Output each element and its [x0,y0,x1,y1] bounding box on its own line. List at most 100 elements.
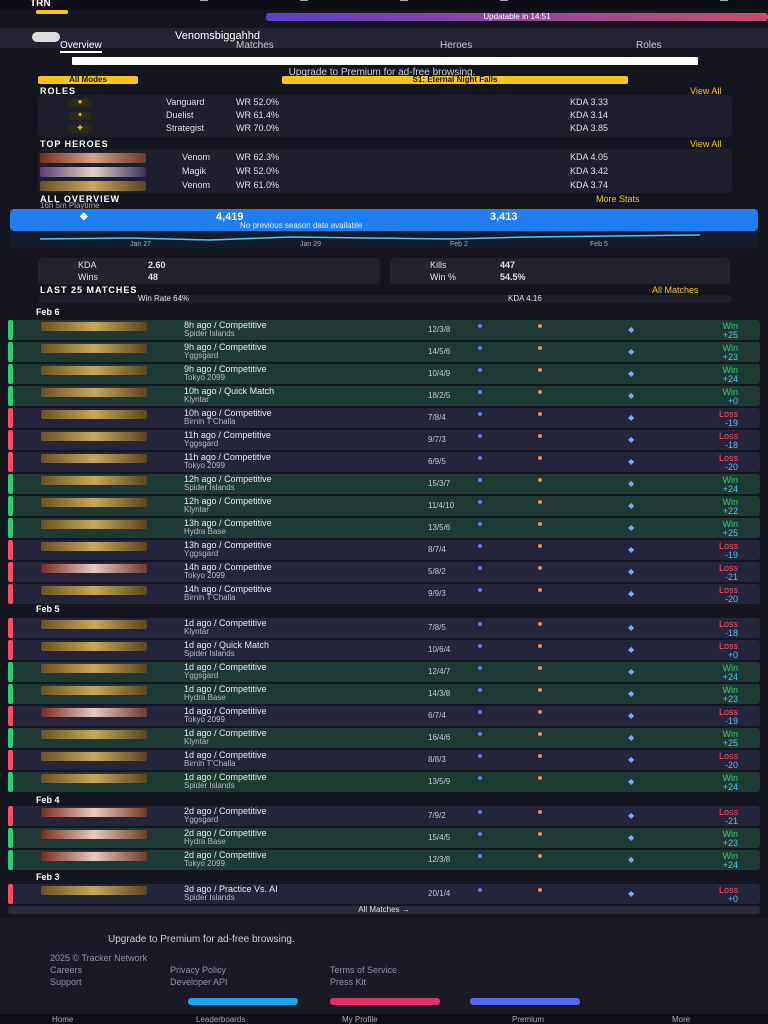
all-matches-link[interactable]: All Matches [652,285,699,295]
more-stats-link[interactable]: More Stats [596,194,640,204]
apps-icon[interactable] [500,0,508,5]
nav-label: More [672,1015,691,1024]
match-map: Birnin T'Challa [184,417,236,426]
match-row[interactable]: 11h ago / Competitive Yggsgard 9/7/3 ◆ Loss -… [8,430,760,450]
account-icon[interactable] [720,0,728,5]
mode-filter[interactable]: All Modes [38,76,138,84]
match-row[interactable]: 1d ago / Competitive Klyntar 7/8/5 ◆ Loss -18 [8,618,760,638]
footer-link[interactable]: Developer API [170,977,228,987]
role-kda: KDA 3.14 [570,110,609,120]
rank-card[interactable]: ◆ 4,419 3,413 No previous season data av… [10,209,758,231]
hero-row[interactable]: Venom WR 62.3% KDA 4.05 [40,152,730,164]
profile-name: Venomsbiggahhd [175,30,261,42]
match-result: Win [722,475,739,485]
hero-portrait [41,542,147,551]
match-result: Win [722,497,739,507]
match-row[interactable]: 1d ago / Competitive Spider Islands 13/5/9… [8,772,760,792]
match-row[interactable]: 1d ago / Competitive Klyntar 16/4/6 ◆ Win +25 [8,728,760,748]
tab-matches[interactable]: Matches [236,40,274,51]
match-row[interactable]: 1d ago / Competitive Birnin T'Challa 8/8/3… [8,750,760,770]
footer-link[interactable]: Terms of Service [330,965,398,975]
footer-link[interactable]: Privacy Policy [170,965,227,975]
match-row[interactable]: 8h ago / Competitive Spider Islands 12/3/8… [8,320,760,340]
instagram-icon[interactable] [330,998,440,1005]
hero-row[interactable]: Venom WR 61.0% KDA 3.74 [40,180,730,192]
match-rank-delta: +24 [722,374,738,384]
match-row[interactable]: 1d ago / Competitive Yggsgard 12/4/7 ◆ Win +2… [8,662,760,682]
match-row[interactable]: 9h ago / Competitive Tokyo 2099 10/4/9 ◆ Win… [8,364,760,384]
news-icon[interactable] [300,0,308,5]
nav-leaderboards[interactable]: Leaderboards [196,1015,245,1024]
nav-more[interactable]: More [672,1015,690,1024]
medal-icon: ◆ [628,391,635,400]
match-row[interactable]: 10h ago / Competitive Birnin T'Challa 7/8/… [8,408,760,428]
assist-dot-icon [538,832,542,836]
overview-heading: ALL OVERVIEW [40,194,121,204]
footer [0,918,768,1024]
match-row[interactable]: 13h ago / Competitive Hydra Base 13/5/6 ◆ Wi… [8,518,760,538]
search-icon[interactable] [200,0,208,5]
medal-icon: ◆ [628,545,635,554]
match-result: Win [722,729,739,739]
medal-icon: ◆ [628,501,635,510]
premium-upsell[interactable]: Upgrade to Premium for ad-free browsing. [288,67,476,78]
season-filter[interactable]: S1: Eternal Night Falls [282,76,628,84]
kill-dot-icon [478,324,482,328]
footer-link[interactable]: Support [50,977,82,987]
ad-banner[interactable] [72,57,698,65]
match-row[interactable]: 11h ago / Competitive Tokyo 2099 6/9/5 ◆ Los… [8,452,760,472]
match-rank-delta: +24 [722,860,738,870]
role-row[interactable]: ★ Vanguard WR 52.0% KDA 3.33 [40,97,730,109]
match-row[interactable]: 1d ago / Competitive Hydra Base 14/3/8 ◆ Win… [8,684,760,704]
roles-view-all[interactable]: View All [690,86,722,96]
match-row[interactable]: 14h ago / Competitive Birnin T'Challa 9/9/… [8,584,760,604]
twitter-icon[interactable] [188,998,298,1005]
assist-dot-icon [538,500,542,504]
hero-row[interactable]: Magik WR 52.0% KDA 3.42 [40,166,730,178]
assist-dot-icon [538,478,542,482]
tab-roles[interactable]: Roles [636,40,662,51]
stat-label: KDA [78,260,97,270]
heroes-view-all[interactable]: View All [690,139,722,149]
footer-link[interactable]: Press Kit [330,977,367,987]
discord-icon[interactable] [470,998,580,1005]
bell-icon[interactable] [400,0,408,5]
update-banner[interactable]: Updatable in 14:51 [266,13,768,21]
premium-badge[interactable] [36,10,68,14]
rank-graph[interactable]: Jan 27 Jan 29 Feb 2 Feb 5 [10,231,758,249]
all-matches-button[interactable]: All Matches → [8,906,760,914]
match-row[interactable]: 2d ago / Competitive Yggsgard 7/9/2 ◆ Loss -2… [8,806,760,826]
match-row[interactable]: 9h ago / Competitive Yggsgard 14/5/6 ◆ Win +2… [8,342,760,362]
match-result: Loss [718,885,738,895]
match-row[interactable]: 2d ago / Competitive Hydra Base 15/4/5 ◆ Win… [8,828,760,848]
nav-my-profile[interactable]: My Profile [342,1015,378,1024]
medal-icon: ◆ [628,413,635,422]
match-row[interactable]: 10h ago / Quick Match Klyntar 18/2/5 ◆ Win +0 [8,386,760,406]
match-row[interactable]: 14h ago / Competitive Tokyo 2099 5/8/2 ◆ Los… [8,562,760,582]
match-row[interactable]: 12h ago / Competitive Spider Islands 15/3/… [8,474,760,494]
strategist-icon: ✚ [68,125,92,133]
playtime: 16h 5m Playtime [40,201,100,210]
match-row[interactable]: 1d ago / Quick Match Spider Islands 10/6/4… [8,640,760,660]
tab-overview[interactable]: Overview [60,40,102,53]
match-time-mode: 1d ago / Quick Match [184,640,270,650]
match-map: Yggsgard [184,351,219,360]
match-row[interactable]: 3d ago / Practice Vs. AI Spider Islands 20… [8,884,760,904]
trn-logo[interactable]: TRN [30,0,51,9]
match-map: Tokyo 2099 [184,373,225,382]
match-row[interactable]: 12h ago / Competitive Klyntar 11/4/10 ◆ Win +… [8,496,760,516]
nav-premium[interactable]: Premium [512,1015,544,1024]
tab-heroes[interactable]: Heroes [440,40,473,51]
match-row[interactable]: 1d ago / Competitive Tokyo 2099 6/7/4 ◆ Loss… [8,706,760,726]
footer-link[interactable]: Careers [50,965,83,975]
match-row[interactable]: 13h ago / Competitive Yggsgard 8/7/4 ◆ Loss -… [8,540,760,560]
match-result: Loss [718,807,738,817]
role-row[interactable]: ✦ Duelist WR 61.4% KDA 3.14 [40,110,730,122]
role-row[interactable]: ✚ Strategist WR 70.0% KDA 3.85 [40,123,730,135]
nav-home[interactable]: Home [52,1015,73,1024]
match-rank-delta: +25 [722,738,738,748]
footer-upsell[interactable]: Upgrade to Premium for ad-free browsing. [108,934,295,945]
match-kda: 18/2/5 [428,391,451,400]
stat-label: Kills [430,260,447,270]
match-row[interactable]: 2d ago / Competitive Tokyo 2099 12/3/8 ◆ Win… [8,850,760,870]
